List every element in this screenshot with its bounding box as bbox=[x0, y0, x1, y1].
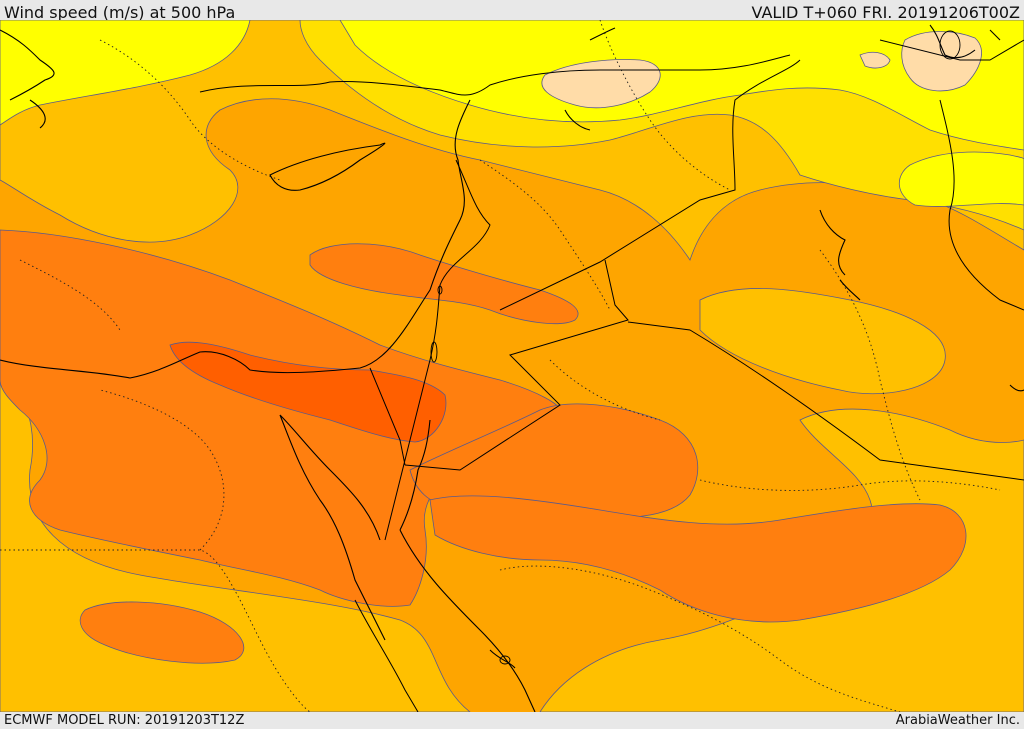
coastlines bbox=[0, 24, 1024, 712]
water-details bbox=[430, 30, 961, 665]
band-yellow-north bbox=[339, 20, 1024, 151]
band-amber-east bbox=[699, 288, 946, 395]
band-dark-orange-south bbox=[79, 601, 245, 664]
map-title: Wind speed (m/s) at 500 hPa bbox=[4, 3, 236, 22]
band-yellow-northwest bbox=[0, 20, 251, 126]
wind-speed-map bbox=[0, 20, 1024, 712]
band-dark-orange-plume bbox=[309, 243, 579, 325]
band-dark-orange-southeast bbox=[429, 495, 967, 623]
band-lightest-2 bbox=[901, 31, 982, 92]
brand-credit: ArabiaWeather Inc. bbox=[895, 713, 1020, 728]
band-yellow-east bbox=[898, 151, 1024, 207]
map-footer: ECMWF MODEL RUN: 20191203T12Z ArabiaWeat… bbox=[0, 712, 1024, 729]
valid-time: VALID T+060 FRI. 20191206T00Z bbox=[751, 3, 1020, 22]
model-run: ECMWF MODEL RUN: 20191203T12Z bbox=[4, 713, 245, 728]
country-borders bbox=[199, 39, 1024, 712]
weather-map[interactable] bbox=[0, 20, 1024, 712]
band-red-orange bbox=[169, 341, 447, 443]
band-dark-orange-west bbox=[0, 229, 561, 607]
band-amber-southeast bbox=[539, 408, 1024, 712]
band-lightest-1 bbox=[541, 59, 661, 109]
band-lightest-3 bbox=[859, 51, 891, 69]
internal-borders bbox=[0, 20, 1001, 712]
map-header: Wind speed (m/s) at 500 hPa VALID T+060 … bbox=[0, 0, 1024, 22]
